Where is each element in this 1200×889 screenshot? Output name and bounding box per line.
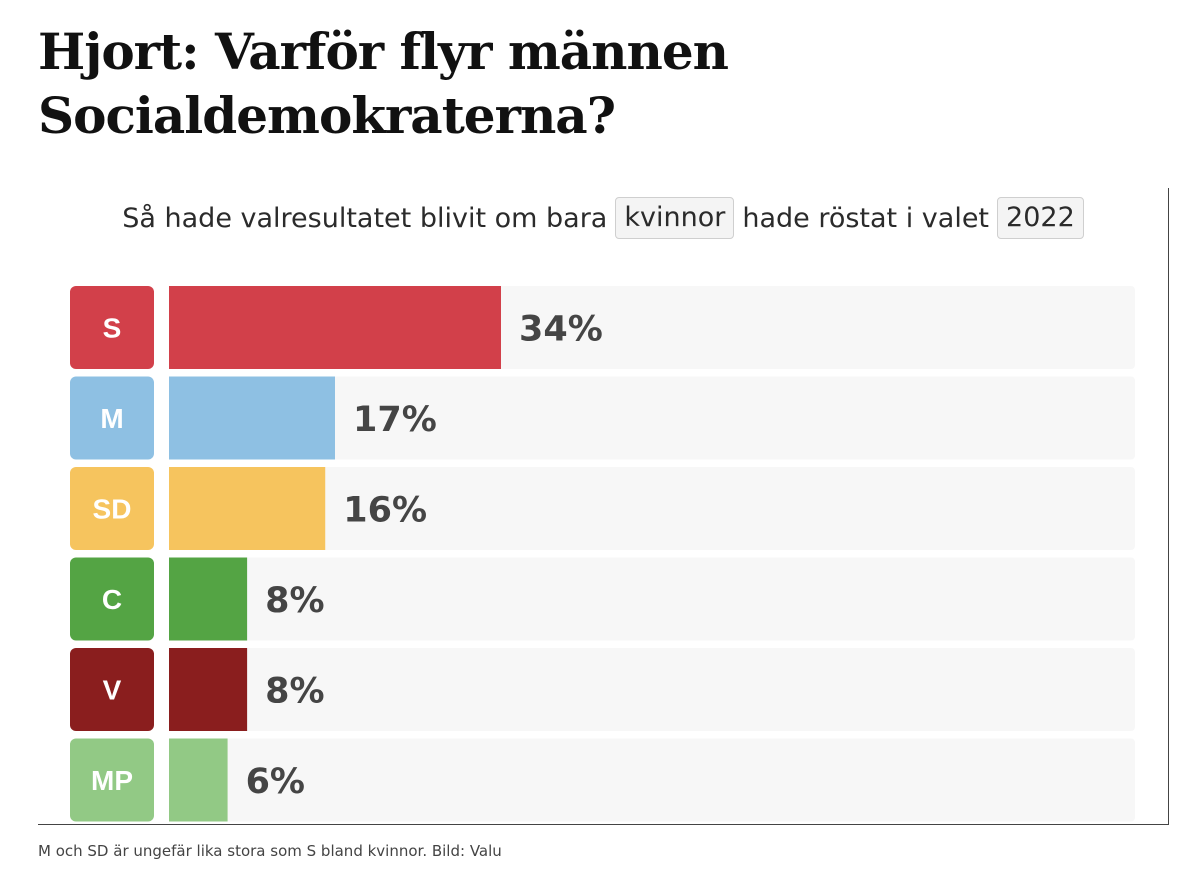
bar-track-c [169, 557, 1135, 641]
bar-v [169, 648, 248, 731]
bar-value-label: 34% [519, 310, 603, 350]
bar-value-label: 8% [265, 581, 324, 621]
bar-value-label: 6% [246, 762, 305, 802]
chart-heading-text-middle: hade röstat i valet [742, 202, 990, 234]
chart-figure: Så hade valresultatet blivit om bara kvi… [38, 188, 1169, 825]
bar-track-mp [169, 738, 1135, 822]
bar-track-sd [169, 467, 1135, 550]
bar-chart: S 34% M 17% SD 16% C 8% V 8% MP 6% [70, 286, 1135, 822]
article-headline: Hjort: Varför flyr männen Socialdemokrat… [38, 22, 729, 145]
bar-value-label: 17% [353, 400, 437, 440]
image-caption: M och SD är ungefär lika stora som S bla… [38, 842, 502, 860]
bar-sd [169, 467, 326, 550]
bar-value-label: 8% [265, 672, 324, 712]
party-badge-v [70, 648, 154, 731]
year-selector[interactable]: 2022 [997, 197, 1084, 239]
party-badge-m [70, 376, 154, 460]
chart-heading: Så hade valresultatet blivit om bara kvi… [38, 188, 1168, 248]
party-badge-label: S [103, 313, 122, 344]
party-badge-label: C [102, 584, 122, 615]
bar-m [169, 376, 335, 460]
party-badge-sd [70, 467, 154, 550]
party-badge-label: M [100, 403, 123, 434]
bar-track-v [169, 648, 1135, 731]
party-badge-mp [70, 738, 154, 822]
party-badge-label: V [103, 675, 122, 706]
bar-s [169, 286, 501, 369]
group-selector[interactable]: kvinnor [615, 197, 735, 239]
party-badge-label: SD [93, 494, 132, 525]
bar-c [169, 557, 248, 641]
bar-value-label: 16% [343, 491, 427, 531]
chart-heading-text-before: Så hade valresultatet blivit om bara [122, 202, 608, 234]
bar-mp [169, 738, 228, 822]
party-badge-label: MP [91, 765, 133, 796]
party-badge-c [70, 557, 154, 641]
bar-track-m [169, 376, 1135, 460]
party-badge-s [70, 286, 154, 369]
